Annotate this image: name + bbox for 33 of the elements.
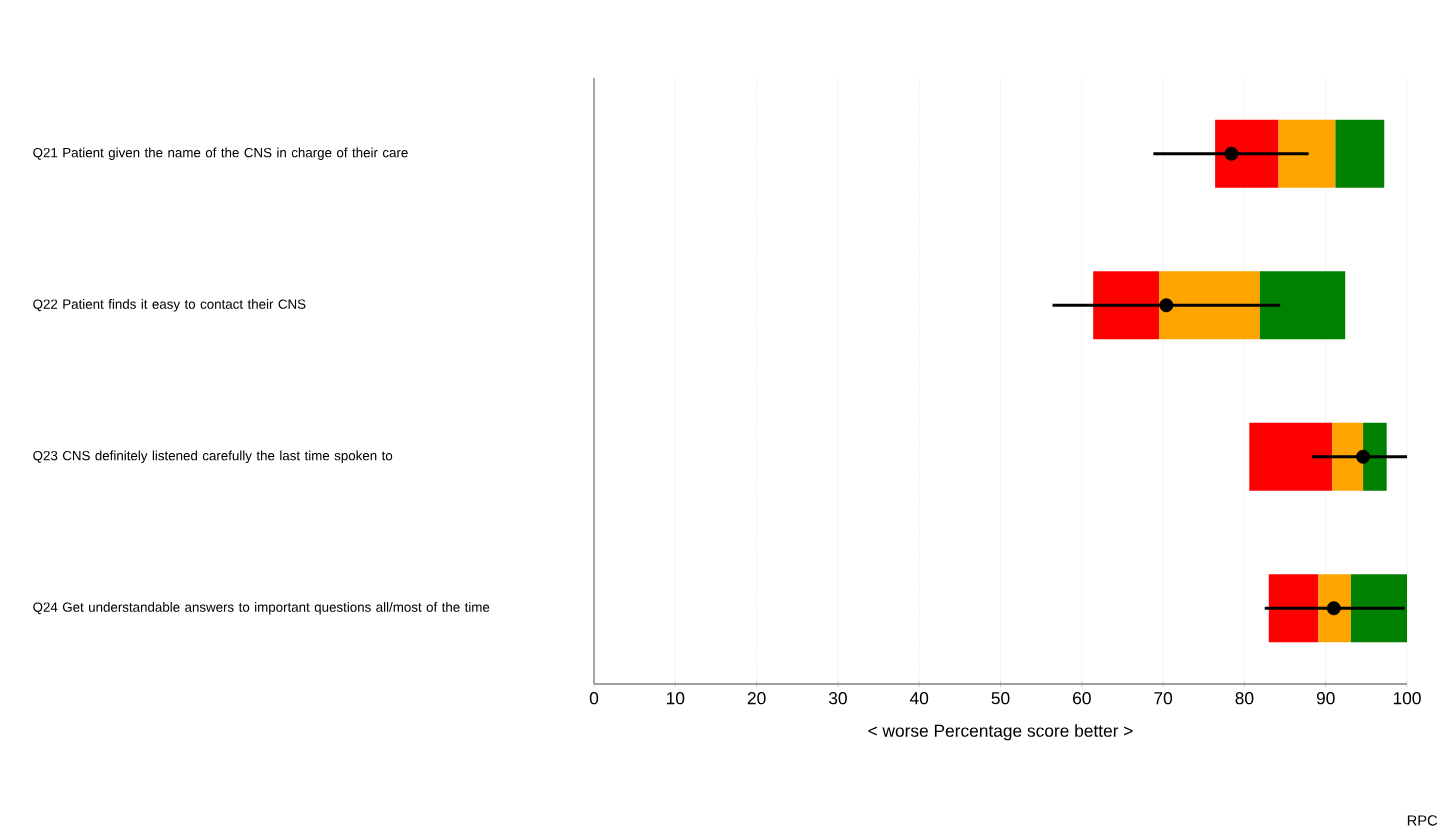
bar: [1350, 574, 1408, 643]
x-tick-label: 20: [747, 692, 766, 705]
bar: [1363, 422, 1387, 491]
x-tick-label: 10: [666, 692, 685, 705]
x-tick-label: 40: [909, 692, 929, 705]
bar: [1332, 422, 1364, 491]
x-tick-label: 50: [991, 692, 1010, 705]
y-tick-label: Q23 CNS definitely listened carefully the last time spoken to: [33, 450, 393, 463]
y-tick-label: Q24 Get understandable answers to important questions all/most of the time: [33, 602, 490, 615]
bar: [1268, 574, 1319, 643]
point: [1326, 601, 1341, 616]
x-tick-label: 30: [828, 692, 847, 705]
bar: [1215, 119, 1279, 188]
bar: [1249, 422, 1333, 491]
bar: [1335, 119, 1385, 188]
x-tick-label: 70: [1154, 692, 1173, 705]
x-axis-title: < worse Percentage score better >: [868, 724, 1133, 741]
point: [1224, 146, 1239, 161]
x-tick-label: 100: [1393, 692, 1421, 705]
x-tick-label: 0: [589, 692, 599, 705]
bar: [1259, 271, 1346, 340]
point: [1159, 298, 1174, 313]
bar: [1159, 271, 1260, 340]
point: [1356, 449, 1371, 464]
y-tick-label: Q21 Patient given the name of the CNS in charge of their care: [33, 147, 408, 160]
text: RPC: [1407, 815, 1438, 826]
bar: [1093, 271, 1160, 340]
x-tick-label: 90: [1316, 692, 1335, 705]
bar: [1318, 574, 1351, 643]
y-tick-label: Q22 Patient finds it easy to contact their CNS: [33, 299, 306, 312]
x-tick-label: 80: [1235, 692, 1254, 705]
x-tick-label: 60: [1073, 692, 1091, 705]
bar: [1278, 119, 1336, 188]
